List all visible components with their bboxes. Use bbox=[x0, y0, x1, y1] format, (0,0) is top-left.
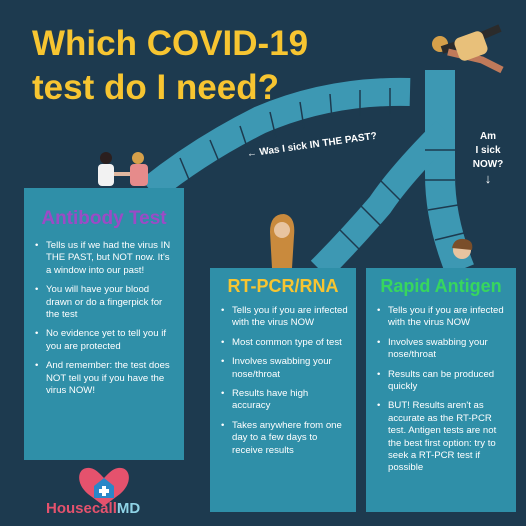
logo-text-md: MD bbox=[116, 500, 141, 517]
list-item: Involves swabbing your nose/throat bbox=[377, 337, 508, 362]
list-item: You will have your blood drawn or do a f… bbox=[35, 284, 176, 321]
man-illustration bbox=[452, 238, 473, 259]
list-item: Results can be produced quickly bbox=[377, 369, 508, 394]
list-item: Most common type of test bbox=[221, 337, 348, 350]
logo-text: HousecallMD bbox=[46, 500, 140, 517]
list-item: Involves swabbing your nose/throat bbox=[221, 356, 348, 381]
woman-illustration bbox=[270, 214, 295, 268]
now-question-line3: NOW? bbox=[472, 159, 504, 170]
now-question-line1: Am bbox=[479, 131, 497, 142]
down-arrow-icon: ↓ bbox=[484, 171, 492, 186]
list-item: BUT! Results aren't as accurate as the R… bbox=[377, 400, 508, 474]
list-item: Tells you if you are infected with the v… bbox=[377, 305, 508, 330]
pcr-path bbox=[310, 120, 455, 280]
now-path bbox=[424, 70, 474, 276]
list-item: Takes anywhere from one day to a few day… bbox=[221, 420, 348, 457]
logo-text-housecall: Housecall bbox=[46, 500, 117, 517]
page-title: Which COVID-19 test do I need? bbox=[32, 24, 309, 107]
list-item: Results have high accuracy bbox=[221, 388, 348, 413]
rt-pcr-title: RT-PCR/RNA bbox=[227, 276, 339, 296]
list-item: No evidence yet to tell you if you are p… bbox=[35, 328, 176, 353]
rapid-antigen-bullets: Tells you if you are infected with the v… bbox=[366, 305, 516, 475]
rt-pcr-bullets: Tells you if you are infected with the v… bbox=[210, 305, 356, 457]
list-item: Tells you if you are infected with the v… bbox=[221, 305, 348, 330]
list-item: And remember: the test does NOT tell you… bbox=[35, 360, 176, 397]
antibody-test-card: Antibody Test Tells us if we had the vir… bbox=[24, 188, 184, 460]
list-item: Tells us if we had the virus IN THE PAST… bbox=[35, 240, 176, 277]
antibody-test-title: Antibody Test bbox=[41, 208, 167, 229]
step-lines bbox=[179, 88, 469, 251]
walking-person-illustration bbox=[432, 24, 504, 74]
now-question-label: Am I sick NOW? ↓ bbox=[464, 130, 512, 186]
rapid-antigen-card: Rapid Antigen Tells you if you are infec… bbox=[366, 268, 516, 512]
housecallmd-logo bbox=[79, 467, 129, 506]
doctor-patient-illustration bbox=[98, 152, 148, 186]
rapid-antigen-title: Rapid Antigen bbox=[380, 276, 502, 296]
rt-pcr-card: RT-PCR/RNA Tells you if you are infected… bbox=[210, 268, 356, 512]
antibody-bullets: Tells us if we had the virus IN THE PAST… bbox=[24, 240, 184, 397]
now-question-line2: I sick bbox=[475, 145, 501, 156]
